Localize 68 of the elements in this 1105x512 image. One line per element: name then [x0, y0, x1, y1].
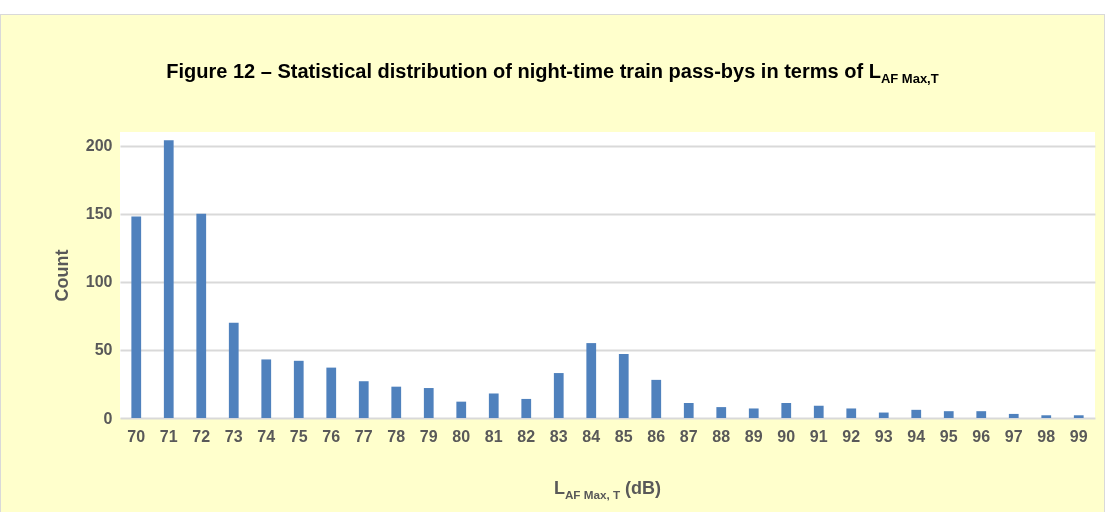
bar	[1008, 413, 1019, 418]
x-tick-label: 78	[387, 427, 406, 445]
bar	[878, 412, 889, 418]
y-tick-label: 50	[94, 341, 113, 359]
x-tick-label: 76	[322, 427, 341, 445]
x-tick-label: 70	[127, 427, 146, 445]
x-tick-label: 79	[419, 427, 438, 445]
x-tick-label: 90	[777, 427, 796, 445]
bar	[586, 343, 597, 418]
bar	[911, 409, 922, 418]
bar	[553, 373, 564, 418]
bar	[261, 359, 272, 418]
bar	[423, 388, 434, 418]
x-tick-label: 93	[874, 427, 893, 445]
bar	[1073, 415, 1084, 418]
bar	[976, 411, 987, 418]
bar	[846, 408, 857, 418]
bar	[618, 353, 629, 418]
x-tick-label: 86	[647, 427, 666, 445]
bar	[716, 407, 727, 418]
x-tick-label: 74	[257, 427, 276, 445]
x-tick-label: 98	[1037, 427, 1056, 445]
x-tick-label: 71	[159, 427, 178, 445]
x-tick-label: 75	[289, 427, 308, 445]
bar	[748, 408, 759, 418]
bar	[683, 403, 694, 418]
bar	[131, 216, 142, 418]
bar	[391, 386, 402, 418]
bar	[781, 403, 792, 418]
bar	[943, 411, 954, 418]
x-tick-label: 92	[842, 427, 861, 445]
x-tick-label: 94	[907, 427, 926, 445]
bar	[521, 398, 532, 418]
x-tick-label: 81	[484, 427, 503, 445]
bar	[358, 381, 369, 418]
x-tick-label: 91	[809, 427, 828, 445]
bar	[651, 379, 662, 418]
y-tick-label: 0	[103, 409, 113, 427]
x-tick-label: 72	[192, 427, 211, 445]
x-tick-label: 82	[517, 427, 536, 445]
bar	[293, 360, 304, 418]
y-tick-label: 200	[85, 137, 113, 155]
x-tick-label: 89	[744, 427, 763, 445]
bar	[196, 213, 207, 418]
bar	[1041, 415, 1052, 418]
y-tick-label: 150	[85, 205, 113, 223]
y-axis-title: Count	[51, 249, 72, 302]
bar	[326, 367, 337, 418]
x-tick-label: 95	[939, 427, 958, 445]
x-tick-label: 80	[452, 427, 471, 445]
x-tick-label: 96	[972, 427, 991, 445]
y-tick-label: 100	[85, 273, 113, 291]
x-axis-title: L$_{AF Max, T}$ (dB)	[552, 478, 663, 501]
bar	[488, 393, 499, 418]
bar	[163, 140, 174, 418]
x-tick-label: 88	[712, 427, 731, 445]
x-tick-label: 84	[582, 427, 601, 445]
chart-title: Figure 12 – Statistical distribution of night-time train pass-bys in terms of L$_{AF Max,T}$	[165, 60, 940, 86]
bar	[228, 322, 239, 418]
x-tick-label: 73	[224, 427, 243, 445]
bar	[456, 401, 467, 418]
x-tick-label: 85	[614, 427, 633, 445]
x-tick-label: 77	[354, 427, 373, 445]
x-tick-label: 87	[679, 427, 698, 445]
x-tick-label: 97	[1004, 427, 1023, 445]
bar	[813, 405, 824, 418]
x-tick-label: 83	[549, 427, 568, 445]
x-tick-label: 99	[1069, 427, 1088, 445]
